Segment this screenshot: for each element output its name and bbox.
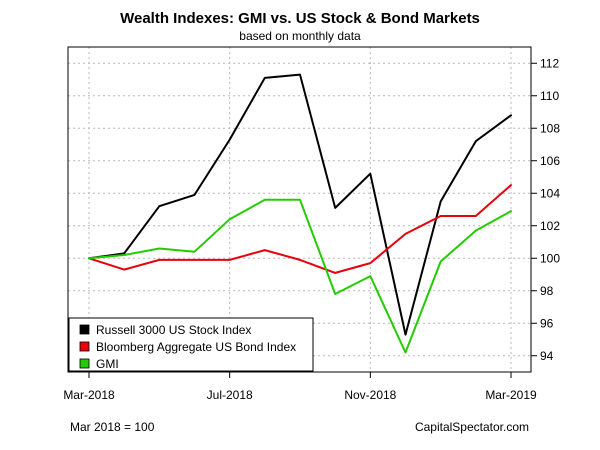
- legend-label: Bloomberg Aggregate US Bond Index: [96, 340, 296, 354]
- y-tick-label: 104: [540, 186, 560, 200]
- y-tick-label: 108: [540, 121, 560, 135]
- legend-label: GMI: [96, 357, 119, 371]
- x-tick-label: Mar-2019: [485, 388, 537, 402]
- footnote-source: CapitalSpectator.com: [415, 420, 529, 434]
- y-tick-label: 94: [540, 349, 554, 363]
- legend-swatch: [79, 324, 90, 335]
- x-tick-label: Nov-2018: [344, 388, 396, 402]
- chart-title: Wealth Indexes: GMI vs. US Stock & Bond …: [120, 10, 480, 27]
- grid-layer: [68, 47, 531, 372]
- legend-items: Russell 3000 US Stock Index Bloomberg Agg…: [79, 323, 296, 371]
- legend: Russell 3000 US Stock Index Bloomberg Agg…: [68, 317, 314, 372]
- y-tick-label: 102: [540, 219, 560, 233]
- y-tick-label: 98: [540, 284, 554, 298]
- chart-subtitle: based on monthly data: [239, 29, 361, 43]
- x-axis-ticks: Mar-2018 Jul-2018 Nov-2018 Mar-2019: [63, 372, 537, 402]
- footnote-base: Mar 2018 = 100: [70, 420, 155, 434]
- legend-box: [68, 317, 314, 372]
- legend-swatch: [79, 341, 90, 352]
- y-tick-label: 100: [540, 251, 560, 265]
- x-tick-label: Jul-2018: [207, 388, 253, 402]
- plot-frame: [67, 46, 532, 373]
- series-line-2: [88, 198, 512, 354]
- legend-swatch: [79, 358, 90, 369]
- y-tick-label: 106: [540, 154, 560, 168]
- series-line-1: [88, 184, 512, 274]
- y-tick-label: 112: [540, 56, 559, 70]
- y-tick-label: 96: [540, 316, 554, 330]
- y-tick-label: 110: [540, 89, 559, 103]
- series-line-0: [88, 73, 512, 336]
- legend-label: Russell 3000 US Stock Index: [96, 323, 251, 337]
- x-tick-label: Mar-2018: [63, 388, 115, 402]
- series-lines: [88, 73, 512, 354]
- y-axis-ticks: 94 96 98 100 102 104 106 108 110 112: [531, 56, 560, 363]
